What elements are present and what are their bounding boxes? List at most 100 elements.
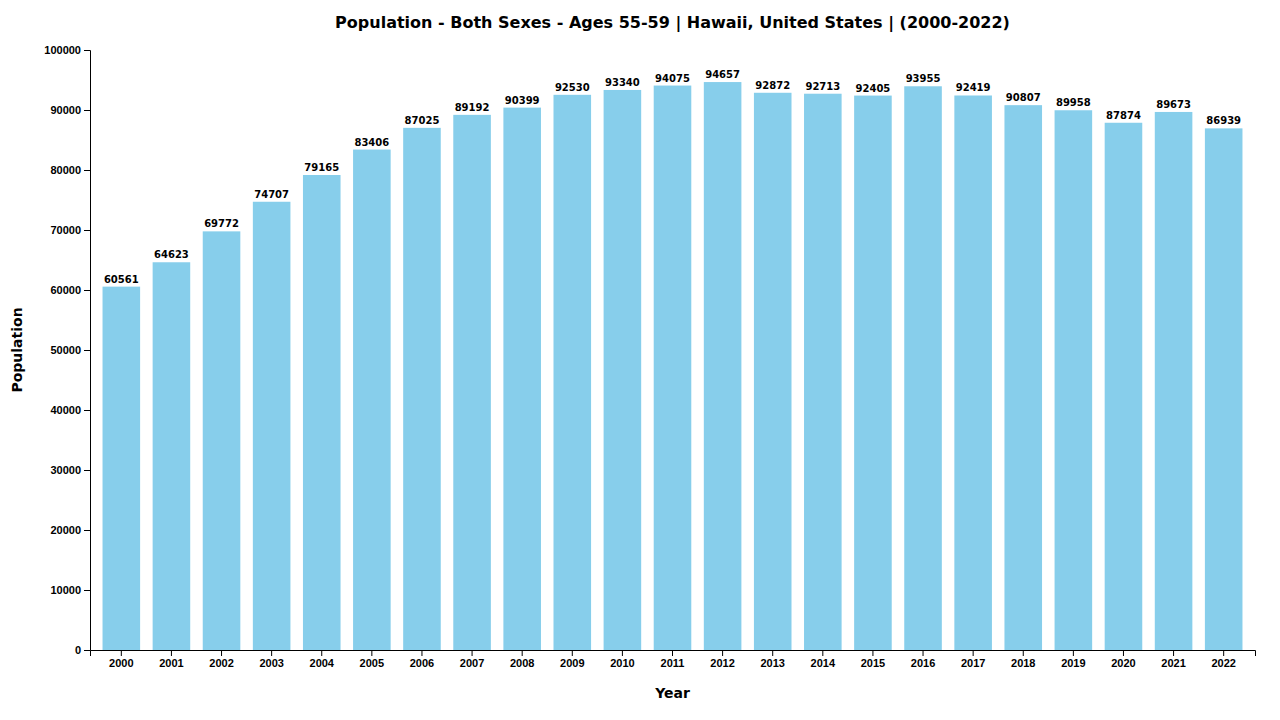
- bar: [203, 231, 241, 650]
- x-tick-mark: [722, 650, 723, 656]
- plot: 2000200120022003200420052006200720082009…: [44, 44, 1255, 669]
- x-tick: 2018: [1011, 650, 1035, 669]
- y-tick-label: 0: [75, 644, 81, 656]
- x-tick-mark: [421, 650, 422, 656]
- y-axis-title: Population: [9, 307, 25, 392]
- bar: [1105, 123, 1143, 650]
- x-tick-label: 2010: [610, 657, 634, 669]
- x-tick-mark: [1073, 650, 1074, 656]
- data-label: 92419: [956, 82, 991, 93]
- y-tick: 50000: [50, 344, 90, 356]
- x-tick: 2008: [510, 650, 534, 669]
- x-tick-mark: [221, 650, 222, 656]
- x-tick: 2021: [1161, 650, 1185, 669]
- bar: [654, 86, 692, 650]
- data-label: 64623: [154, 249, 189, 260]
- x-tick: 2012: [710, 650, 734, 669]
- y-tick-mark: [84, 530, 90, 531]
- y-tick: 70000: [50, 224, 90, 236]
- x-tick: 2000: [109, 650, 133, 669]
- y-tick-mark: [84, 650, 90, 651]
- bar: [303, 175, 341, 650]
- y-tick-label: 40000: [50, 404, 81, 416]
- x-tick-mark: [1123, 650, 1124, 656]
- x-tick-label: 2000: [109, 657, 133, 669]
- y-tick-label: 30000: [50, 464, 81, 476]
- x-tick: 2004: [310, 650, 335, 669]
- x-tick: 2010: [610, 650, 634, 669]
- y-tick: 90000: [50, 104, 90, 116]
- y-tick-label: 60000: [50, 284, 81, 296]
- x-tick-mark: [371, 650, 372, 656]
- x-axis-title: Year: [654, 685, 690, 701]
- x-tick-mark: [872, 650, 873, 656]
- data-label: 86939: [1206, 115, 1241, 126]
- data-label: 92713: [805, 81, 840, 92]
- y-tick-label: 90000: [50, 104, 81, 116]
- y-tick-mark: [84, 170, 90, 171]
- x-tick-mark: [271, 650, 272, 656]
- y-tick: 80000: [50, 164, 90, 176]
- y-tick-mark: [84, 590, 90, 591]
- data-label: 83406: [354, 137, 389, 148]
- bar: [704, 82, 742, 650]
- x-tick-mark: [1223, 650, 1224, 656]
- y-tick-label: 70000: [50, 224, 81, 236]
- x-tick-label: 2013: [760, 657, 784, 669]
- x-tick: 2011: [661, 650, 685, 669]
- bar: [253, 202, 291, 650]
- bar: [453, 115, 491, 650]
- x-tick: 2001: [159, 650, 183, 669]
- data-label: 92405: [856, 83, 891, 94]
- x-tick: 2022: [1211, 650, 1235, 669]
- x-axis: 2000200120022003200420052006200720082009…: [91, 650, 1256, 669]
- x-tick-label: 2002: [209, 657, 233, 669]
- x-tick: 2005: [360, 650, 384, 669]
- data-label: 93955: [906, 73, 941, 84]
- x-tick-label: 2005: [360, 657, 384, 669]
- x-tick-mark: [171, 650, 172, 656]
- bar: [553, 95, 591, 650]
- data-label: 90399: [505, 95, 540, 106]
- y-tick-label: 80000: [50, 164, 81, 176]
- y-tick: 60000: [50, 284, 90, 296]
- y-axis-line: [84, 51, 91, 651]
- x-tick-label: 2016: [911, 657, 935, 669]
- x-tick-label: 2019: [1061, 657, 1085, 669]
- x-tick: 2020: [1111, 650, 1135, 669]
- x-tick: 2006: [410, 650, 434, 669]
- bars: [103, 82, 1243, 650]
- x-tick-label: 2017: [961, 657, 985, 669]
- x-tick-label: 2003: [259, 657, 283, 669]
- x-tick-label: 2020: [1111, 657, 1135, 669]
- y-axis: 0100002000030000400005000060000700008000…: [44, 44, 90, 656]
- bar: [1004, 105, 1042, 650]
- x-tick: 2014: [811, 650, 836, 669]
- x-tick: 2015: [861, 650, 885, 669]
- x-axis-line: [91, 651, 1256, 657]
- x-tick-label: 2014: [811, 657, 836, 669]
- y-tick-mark: [84, 470, 90, 471]
- x-tick-mark: [121, 650, 122, 656]
- x-tick-label: 2011: [661, 657, 685, 669]
- bar: [954, 95, 992, 650]
- data-label: 87025: [405, 115, 440, 126]
- y-tick: 0: [75, 644, 90, 656]
- bar: [503, 108, 541, 650]
- y-tick-label: 10000: [50, 584, 81, 596]
- y-tick-mark: [84, 290, 90, 291]
- y-tick: 10000: [50, 584, 90, 596]
- data-label: 79165: [304, 162, 339, 173]
- x-tick-mark: [973, 650, 974, 656]
- data-label: 89192: [455, 102, 490, 113]
- bar: [1155, 112, 1193, 650]
- data-label: 92872: [755, 80, 790, 91]
- x-tick-label: 2006: [410, 657, 434, 669]
- x-tick-label: 2009: [560, 657, 584, 669]
- x-tick: 2003: [259, 650, 283, 669]
- x-tick-mark: [672, 650, 673, 656]
- y-tick-label: 50000: [50, 344, 81, 356]
- x-tick: 2013: [760, 650, 784, 669]
- y-tick-mark: [84, 350, 90, 351]
- x-tick-mark: [923, 650, 924, 656]
